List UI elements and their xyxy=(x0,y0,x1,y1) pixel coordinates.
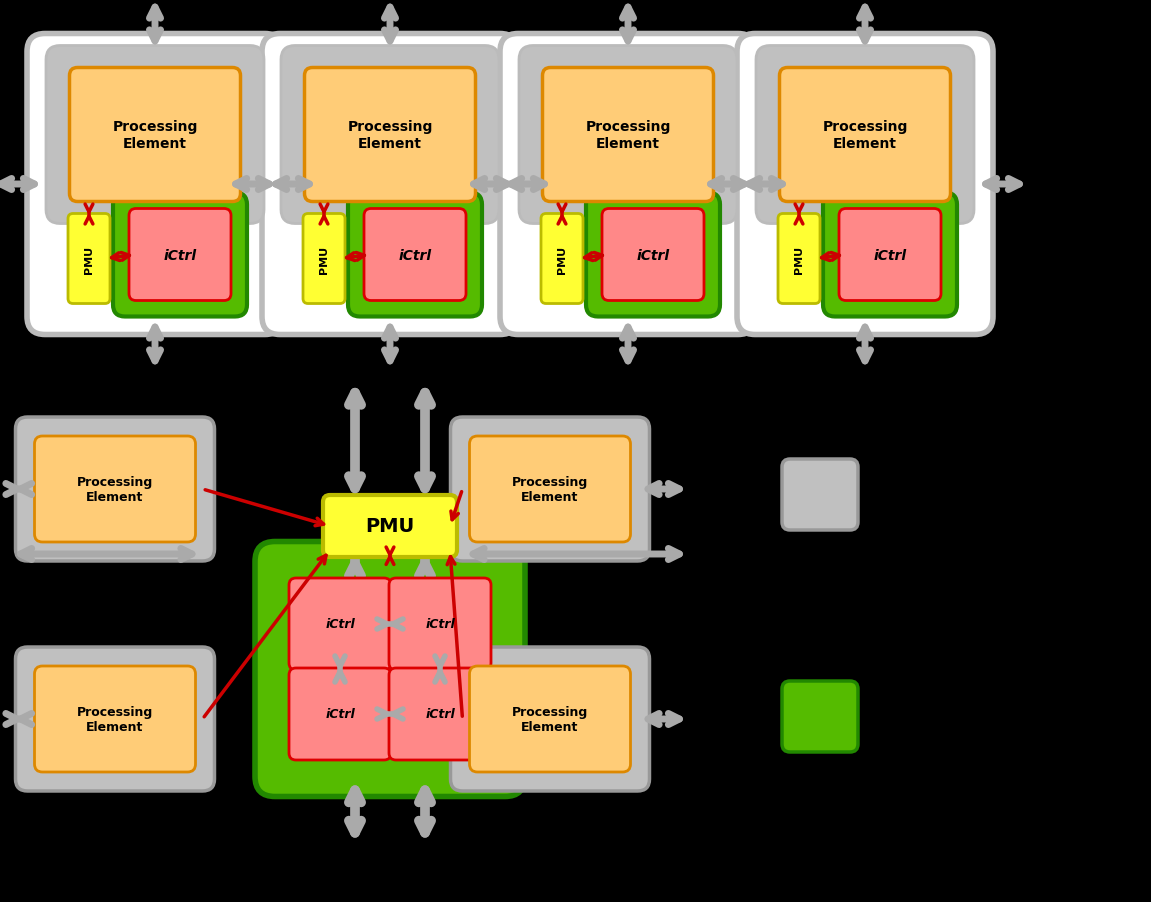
FancyBboxPatch shape xyxy=(256,542,525,796)
Text: PMU: PMU xyxy=(557,245,567,273)
FancyBboxPatch shape xyxy=(46,46,264,225)
FancyBboxPatch shape xyxy=(113,193,247,318)
FancyBboxPatch shape xyxy=(303,215,345,304)
FancyBboxPatch shape xyxy=(519,46,737,225)
FancyBboxPatch shape xyxy=(323,495,457,557)
FancyBboxPatch shape xyxy=(35,437,196,542)
FancyBboxPatch shape xyxy=(15,418,214,561)
FancyBboxPatch shape xyxy=(69,69,241,202)
FancyBboxPatch shape xyxy=(823,193,956,318)
FancyBboxPatch shape xyxy=(542,69,714,202)
FancyBboxPatch shape xyxy=(602,209,704,301)
FancyBboxPatch shape xyxy=(262,34,518,336)
Text: iCtrl: iCtrl xyxy=(637,248,670,262)
FancyBboxPatch shape xyxy=(782,681,857,752)
Text: Processing
Element: Processing Element xyxy=(113,120,198,151)
Text: iCtrl: iCtrl xyxy=(325,618,355,630)
Text: PMU: PMU xyxy=(365,517,414,536)
FancyBboxPatch shape xyxy=(779,69,951,202)
Text: Processing
Element: Processing Element xyxy=(77,705,153,733)
Text: Processing
Element: Processing Element xyxy=(586,120,671,151)
Text: iCtrl: iCtrl xyxy=(398,248,432,262)
FancyBboxPatch shape xyxy=(305,69,475,202)
Text: Processing
Element: Processing Element xyxy=(348,120,433,151)
Text: iCtrl: iCtrl xyxy=(425,708,455,721)
FancyBboxPatch shape xyxy=(364,209,466,301)
Text: Processing
Element: Processing Element xyxy=(822,120,908,151)
FancyBboxPatch shape xyxy=(129,209,231,301)
FancyBboxPatch shape xyxy=(782,459,857,530)
Text: Processing
Element: Processing Element xyxy=(77,475,153,503)
Text: iCtrl: iCtrl xyxy=(425,618,455,630)
FancyBboxPatch shape xyxy=(470,667,631,772)
FancyBboxPatch shape xyxy=(389,578,491,670)
FancyBboxPatch shape xyxy=(500,34,756,336)
Text: iCtrl: iCtrl xyxy=(325,708,355,721)
FancyBboxPatch shape xyxy=(756,46,974,225)
Text: PMU: PMU xyxy=(319,245,329,273)
FancyBboxPatch shape xyxy=(450,418,649,561)
Text: Processing
Element: Processing Element xyxy=(512,475,588,503)
FancyBboxPatch shape xyxy=(389,668,491,760)
FancyBboxPatch shape xyxy=(541,215,584,304)
FancyBboxPatch shape xyxy=(348,193,482,318)
FancyBboxPatch shape xyxy=(35,667,196,772)
FancyBboxPatch shape xyxy=(26,34,283,336)
FancyBboxPatch shape xyxy=(68,215,110,304)
FancyBboxPatch shape xyxy=(586,193,721,318)
Text: Processing
Element: Processing Element xyxy=(512,705,588,733)
Text: PMU: PMU xyxy=(84,245,94,273)
Text: iCtrl: iCtrl xyxy=(874,248,907,262)
FancyBboxPatch shape xyxy=(839,209,942,301)
FancyBboxPatch shape xyxy=(737,34,993,336)
FancyBboxPatch shape xyxy=(778,215,820,304)
FancyBboxPatch shape xyxy=(281,46,500,225)
FancyBboxPatch shape xyxy=(15,648,214,791)
FancyBboxPatch shape xyxy=(289,578,391,670)
Text: iCtrl: iCtrl xyxy=(163,248,197,262)
Text: PMU: PMU xyxy=(794,245,805,273)
FancyBboxPatch shape xyxy=(289,668,391,760)
FancyBboxPatch shape xyxy=(450,648,649,791)
FancyBboxPatch shape xyxy=(470,437,631,542)
